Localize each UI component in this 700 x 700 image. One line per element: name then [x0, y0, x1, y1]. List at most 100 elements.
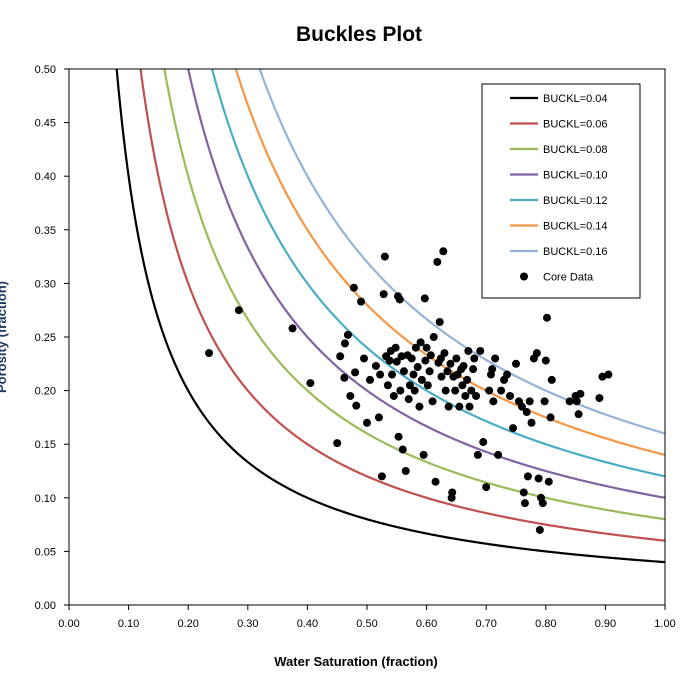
data-point: [459, 361, 468, 370]
y-axis-label: Porosity (fraction): [0, 281, 9, 393]
curve-buckl-0-06: [139, 69, 665, 542]
y-tick-label: 0.30: [35, 278, 56, 290]
data-point: [464, 346, 473, 355]
y-tick-label: 0.35: [35, 225, 56, 237]
curve-buckl-0-12: [210, 69, 665, 478]
x-tick-label: 0.20: [177, 618, 198, 630]
data-point: [444, 402, 453, 411]
data-point: [546, 413, 555, 422]
data-point: [463, 375, 472, 384]
data-point: [357, 297, 366, 306]
data-point: [380, 252, 389, 261]
data-point: [443, 367, 452, 376]
data-point: [517, 402, 526, 411]
x-tick-label: 0.50: [356, 618, 377, 630]
data-point: [391, 343, 400, 352]
x-tick-label: 0.70: [475, 618, 496, 630]
data-point: [451, 386, 460, 395]
y-tick-label: 0.45: [35, 118, 56, 130]
data-point: [435, 317, 444, 326]
chart-title: Buckles Plot: [296, 23, 422, 46]
data-point: [336, 352, 345, 361]
data-point: [398, 445, 407, 454]
data-point: [535, 525, 544, 534]
data-point: [419, 450, 428, 459]
curve-buckl-0-10: [187, 69, 665, 499]
data-point: [482, 483, 491, 492]
data-point: [416, 338, 425, 347]
data-point: [374, 413, 383, 422]
data-point: [396, 386, 405, 395]
legend: BUCKL=0.04 BUCKL=0.06 BUCKL=0.08 BUCKL=0.10…: [481, 83, 641, 299]
data-point: [420, 294, 429, 303]
data-point: [574, 410, 583, 419]
data-point: [306, 379, 315, 388]
data-point: [405, 381, 414, 390]
data-point: [376, 370, 385, 379]
data-point: [572, 397, 581, 406]
legend-label: Core Data: [543, 272, 594, 284]
data-point: [409, 370, 418, 379]
data-point: [465, 402, 474, 411]
data-point: [532, 349, 541, 358]
data-point: [234, 306, 243, 315]
data-point: [595, 394, 604, 403]
x-tick-label: 0.00: [58, 618, 79, 630]
curve-buckl-0-08: [163, 69, 665, 521]
data-point: [392, 357, 401, 366]
data-point: [404, 395, 413, 404]
data-point: [520, 499, 529, 508]
data-point: [349, 283, 358, 292]
data-point: [604, 370, 613, 379]
legend-label: BUCKL=0.12: [543, 195, 608, 207]
data-point: [371, 361, 380, 370]
x-tick-label: 0.80: [535, 618, 556, 630]
data-point: [439, 247, 448, 256]
curve-buckl-0-16: [258, 69, 665, 435]
data-point: [527, 418, 536, 427]
data-point: [394, 432, 403, 441]
data-point: [205, 349, 214, 358]
legend-label: BUCKL=0.04: [543, 93, 608, 105]
data-point: [485, 386, 494, 395]
data-point: [440, 349, 449, 358]
data-point: [288, 324, 297, 333]
data-point: [417, 375, 426, 384]
data-point: [429, 333, 438, 341]
data-point: [428, 397, 437, 406]
legend-label: BUCKL=0.14: [543, 221, 608, 233]
legend-label: BUCKL=0.10: [543, 170, 608, 182]
data-point: [547, 375, 556, 384]
data-point: [512, 359, 520, 368]
legend-box: [481, 83, 641, 299]
data-point: [461, 391, 470, 400]
axes: [64, 68, 666, 610]
data-point: [469, 365, 478, 374]
data-point: [426, 351, 435, 360]
x-tick-label: 0.10: [118, 618, 139, 630]
x-tick-label: 1.00: [654, 618, 675, 630]
scatter-points: [205, 247, 613, 534]
legend-label: BUCKL=0.08: [543, 144, 608, 156]
data-point: [494, 450, 503, 459]
x-tick-label: 0.60: [416, 618, 437, 630]
data-point: [446, 359, 455, 368]
data-point: [472, 391, 481, 400]
data-point: [448, 488, 457, 497]
y-tick-label: 0.00: [35, 600, 56, 612]
data-point: [470, 354, 479, 363]
data-point: [340, 373, 349, 382]
data-point: [538, 499, 547, 508]
data-point: [351, 368, 360, 377]
data-point: [437, 372, 446, 381]
data-point: [542, 313, 551, 322]
data-point: [503, 370, 512, 379]
data-point: [433, 257, 442, 266]
data-point: [388, 370, 397, 379]
data-point: [363, 418, 371, 427]
data-point: [410, 386, 419, 395]
y-tick-label: 0.15: [35, 439, 56, 451]
data-point: [397, 352, 406, 361]
data-point: [333, 439, 342, 448]
